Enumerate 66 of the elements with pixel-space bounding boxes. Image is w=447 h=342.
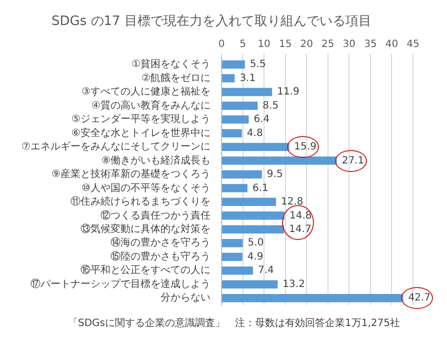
data-label: 6.1 — [252, 182, 268, 194]
data-label: 7.4 — [258, 265, 274, 276]
y-tick-label: ⑮陸の豊かさも守ろう — [110, 250, 210, 262]
data-label: 9.5 — [266, 169, 283, 180]
data-label: 14.7 — [289, 224, 312, 235]
data-label: 14.8 — [289, 210, 312, 222]
y-tick-label: ①貧困をなくそう — [132, 58, 210, 70]
bar — [222, 225, 284, 234]
x-tick-label: 15 — [278, 39, 292, 50]
data-label: 15.9 — [294, 142, 316, 153]
bar — [222, 115, 249, 124]
data-label: 4.8 — [246, 128, 263, 139]
x-tick-label: 40 — [385, 39, 398, 50]
bar — [222, 129, 242, 138]
y-tick-label: ⑥安全な水とトイレを世界中に — [72, 126, 210, 139]
data-label: 12.8 — [280, 196, 304, 208]
bar — [222, 74, 235, 82]
y-tick-label: ⑭海の豊かさを守ろう — [110, 236, 210, 249]
y-tick-label: ④質の高い教育をみんなに — [92, 99, 210, 112]
bar — [222, 252, 242, 262]
y-tick-label: ⑪住み続けられるまちづくりを — [70, 196, 210, 208]
data-label: 42.7 — [408, 292, 430, 304]
bar — [222, 170, 262, 179]
data-label: 27.1 — [342, 155, 364, 166]
bar — [222, 156, 337, 165]
bar — [222, 198, 276, 206]
x-tick-label: 10 — [258, 39, 270, 50]
data-label: 8.5 — [262, 100, 279, 112]
data-label: 6.4 — [254, 114, 270, 126]
data-label: 5.0 — [248, 238, 264, 249]
x-tick-label: 25 — [322, 39, 334, 50]
y-tick-label: ⑤ジェンダー平等を実現しよう — [72, 113, 210, 126]
y-tick-label: ⑧働きがいも経済成長も — [102, 154, 210, 166]
bar — [222, 184, 248, 192]
bar — [222, 294, 404, 302]
y-tick-label: ③すべての人に健康と福祉を — [82, 86, 210, 98]
x-tick-label: 5 — [240, 39, 246, 50]
data-label: 11.9 — [277, 86, 300, 98]
x-tick-label: 45 — [406, 39, 420, 50]
y-tick-label: ⑬気候変動に具体的な対策を — [80, 223, 210, 235]
data-label: 3.1 — [240, 72, 256, 84]
bar — [222, 212, 284, 220]
bar — [222, 102, 258, 110]
x-tick-label: 0 — [218, 39, 225, 50]
text: 「SDGsに関する企業の意識調査」 注：母数は有効回答企業1万1,275社 — [67, 316, 401, 330]
x-tick-label: 35 — [364, 39, 377, 50]
y-tick-label: ②飢餓をゼロに — [142, 72, 210, 84]
bar — [222, 88, 272, 96]
bar — [222, 280, 278, 289]
data-label: 13.2 — [282, 278, 305, 290]
y-tick-label: ⑩人や国の不平等をなくそう — [82, 182, 210, 194]
y-tick-label: ⑦エネルギーをみんなにそしてクリーンに — [22, 140, 210, 153]
x-tick-label: 30 — [342, 39, 356, 50]
y-tick-label: ⑫つくる責任つかう責任 — [100, 209, 210, 222]
data-label: 4.9 — [247, 251, 264, 262]
data-label: 5.5 — [250, 59, 266, 70]
bar — [222, 142, 290, 152]
y-tick-label: 分からない — [160, 292, 210, 304]
y-tick-label: ⑯平和と公正をすべての人に — [80, 264, 210, 276]
bar — [222, 60, 245, 69]
bar — [222, 239, 243, 248]
y-tick-label: ⑰パートナーシップで目標を達成しよう — [30, 278, 210, 290]
y-tick-label: ⑨産業と技術革新の基礎をつくろう — [52, 168, 210, 180]
chart-title: SDGs の17 目標で現在力を入れて取り組んでいる項目 — [52, 14, 372, 30]
x-tick-label: 20 — [300, 39, 313, 50]
bar — [222, 266, 253, 275]
